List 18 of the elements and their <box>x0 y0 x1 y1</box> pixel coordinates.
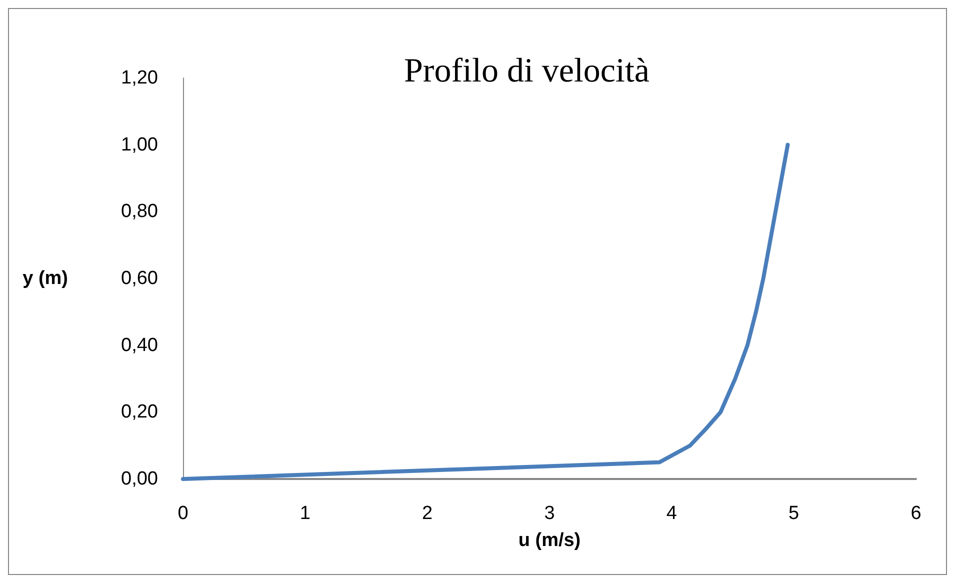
x-tick-label: 1 <box>300 503 310 524</box>
y-tick-label: 1,00 <box>121 134 158 156</box>
x-tick-label: 3 <box>544 503 555 524</box>
y-tick-label: 0,00 <box>121 468 158 490</box>
line-series <box>181 142 790 481</box>
x-tick-label: 4 <box>666 503 678 524</box>
y-axis-title: y (m) <box>22 268 68 289</box>
x-tick-label: 0 <box>178 503 188 524</box>
x-tick-label: 5 <box>788 503 800 524</box>
y-tick-label: 0,80 <box>121 201 158 222</box>
y-tick-label: 0,20 <box>121 402 158 423</box>
y-tick-label: 0,60 <box>121 268 158 289</box>
chart-title: Profilo di velocità <box>404 52 650 90</box>
x-tick-label: 6 <box>910 503 922 524</box>
y-tick-label: 1,20 <box>121 68 158 88</box>
y-tick-label: 0,40 <box>121 334 158 356</box>
x-axis-title: u (m/s) <box>518 530 581 551</box>
x-tick-label: 2 <box>422 503 433 524</box>
